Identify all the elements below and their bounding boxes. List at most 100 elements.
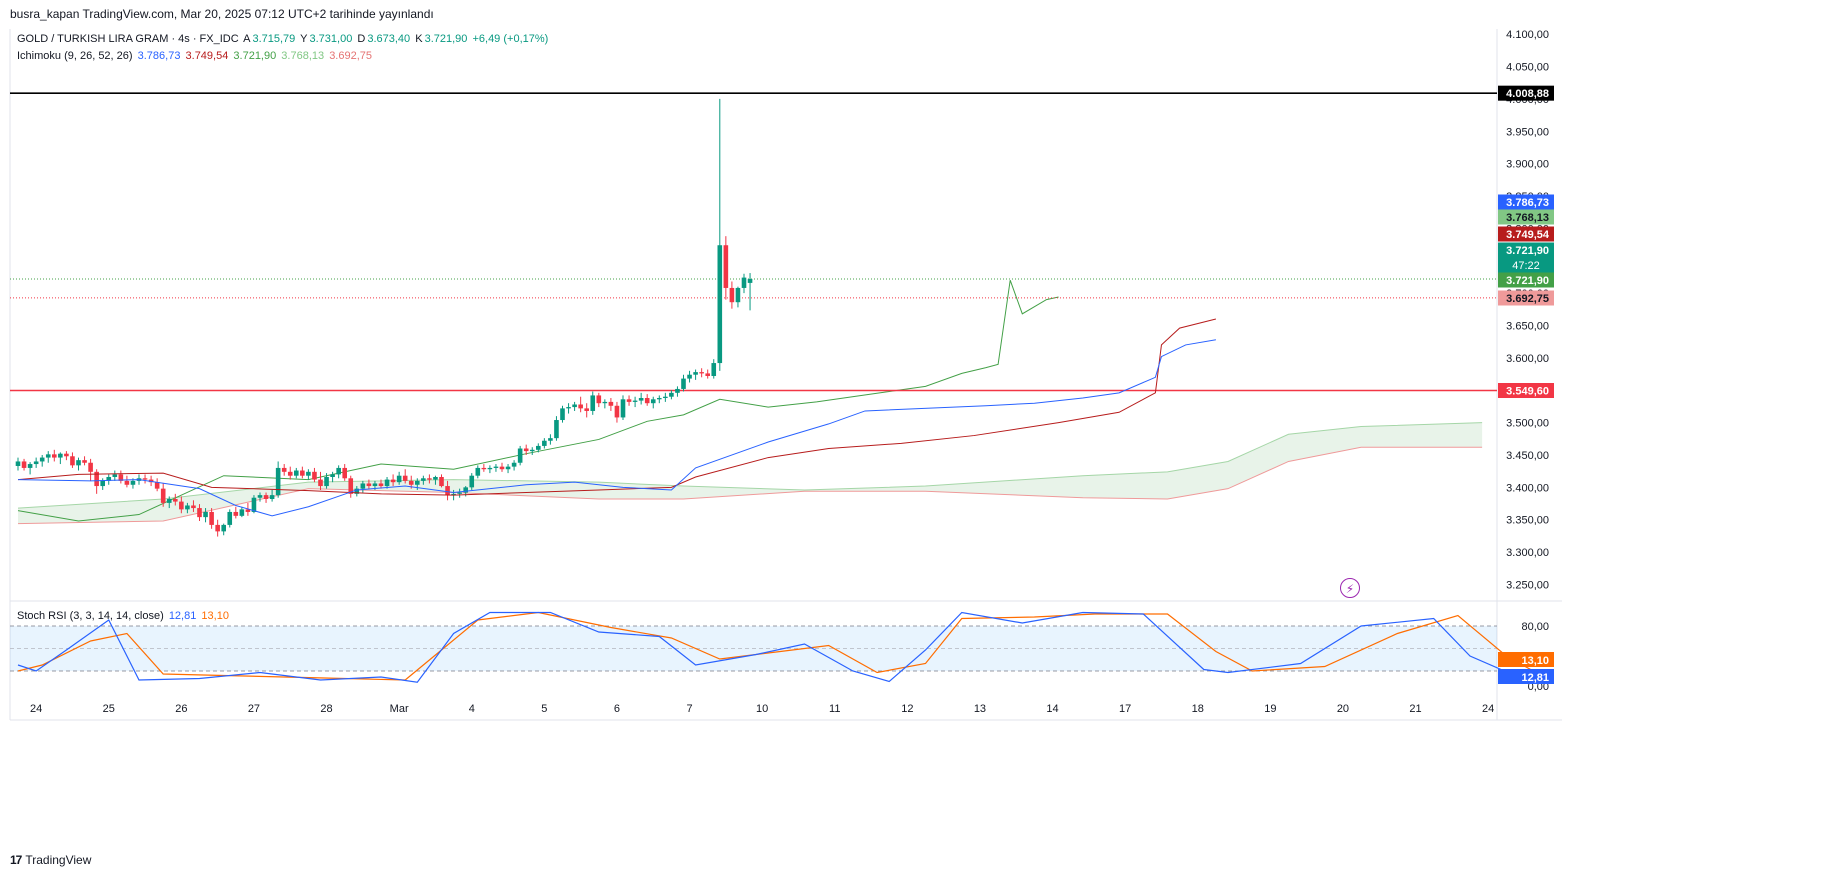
candle-body	[148, 479, 154, 483]
ichimoku-cloud-segment	[514, 480, 527, 496]
candle-body	[427, 478, 432, 480]
price-tick-label: 3.500,00	[1506, 418, 1549, 430]
price-tag-bg	[1498, 242, 1554, 273]
candle-body	[281, 467, 287, 472]
ichimoku-cloud-segment	[393, 480, 406, 492]
ichimoku-cloud-segment	[90, 502, 103, 523]
candle-body	[693, 372, 698, 375]
ichimoku-cloud-segment	[477, 480, 490, 495]
time-tick-label: 6	[614, 703, 620, 715]
ichimoku-cloud-segment	[1312, 430, 1325, 457]
ichimoku-cloud-segment	[1094, 474, 1107, 499]
candle-body	[173, 499, 178, 502]
time-tick-label: 27	[248, 703, 260, 715]
candle-body	[251, 497, 257, 512]
time-tick-label: 7	[686, 703, 692, 715]
candle-body	[451, 493, 456, 496]
ichimoku-cloud-segment	[768, 488, 781, 494]
candle-body	[596, 395, 602, 404]
ichimoku-cloud-segment	[1167, 469, 1180, 500]
ichimoku-cloud-segment	[1264, 439, 1277, 473]
candle-body	[300, 470, 305, 476]
ichimoku-cloud-segment	[66, 504, 79, 523]
ichimoku-cloud-segment	[1445, 423, 1458, 448]
ichimoku-cloud-segment	[163, 497, 176, 522]
ichimoku-cloud-segment	[54, 505, 67, 523]
time-tick-label: 19	[1264, 703, 1276, 715]
candle-body	[505, 466, 511, 470]
ichimoku-cloud-segment	[429, 479, 442, 493]
ichimoku-cloud-segment	[332, 481, 345, 490]
candle-body	[529, 449, 535, 452]
ichimoku-cloud-segment	[1022, 478, 1035, 496]
stoch-k-tag-bg	[1498, 669, 1554, 684]
ichimoku-cloud-segment	[901, 486, 914, 492]
stoch-k-tag: 12,81	[1521, 672, 1549, 684]
ichimoku-cloud-segment	[1143, 472, 1156, 499]
ichimoku-cloud-segment	[1276, 434, 1289, 467]
candle-body	[638, 398, 644, 401]
candle-body	[21, 461, 27, 468]
ichimoku-cloud-segment	[126, 500, 139, 522]
candle-body	[106, 476, 112, 481]
ichimoku-cloud-segment	[139, 499, 152, 522]
candle-body	[481, 467, 487, 470]
ichimoku-cloud-segment	[489, 480, 502, 495]
ichimoku-cloud-segment	[1433, 423, 1446, 448]
candle-body	[536, 445, 541, 450]
ichimoku-span-b-line	[17, 446, 1483, 525]
candle-body	[342, 467, 347, 479]
ichimoku-cloud-segment	[223, 490, 236, 508]
candle-body	[711, 363, 717, 377]
time-tick-label: 10	[756, 703, 768, 715]
candle-body	[160, 488, 166, 503]
price-tick-label: 3.450,00	[1506, 450, 1549, 462]
symbol-legend: GOLD / TURKISH LIRA GRAM · 4s · FX_IDC A…	[17, 33, 550, 45]
candle-body	[493, 466, 499, 468]
ohlc-low-label: D	[357, 33, 366, 45]
ichimoku-cloud-segment	[986, 481, 999, 495]
candle-body	[245, 509, 251, 512]
time-tick-label: 4	[469, 703, 475, 715]
price-tick-label: 4.100,00	[1506, 29, 1549, 41]
tradingview-logo-icon: 17	[10, 853, 22, 867]
candle-body	[130, 480, 136, 485]
ichimoku-cloud-segment	[961, 482, 974, 494]
bolt-icon[interactable]: ⚡	[1340, 578, 1360, 598]
level-label-black-bg	[1498, 85, 1554, 101]
candle-body	[372, 483, 378, 487]
price-tick-label: 3.950,00	[1506, 126, 1549, 138]
stoch-d-value: 13,10	[201, 610, 229, 622]
candle-body	[408, 480, 414, 485]
ichimoku-cloud-segment	[1070, 475, 1083, 498]
candle-body	[112, 474, 118, 477]
ichimoku-cloud-segment	[247, 487, 260, 503]
ichimoku-cloud-segment	[1155, 471, 1168, 500]
candle-body	[439, 476, 444, 487]
ichimoku-span-a-value: 3.768,13	[281, 50, 325, 62]
candle-body	[312, 471, 317, 480]
candle-body	[433, 476, 438, 480]
candle-body	[687, 374, 692, 379]
candle-body	[699, 372, 704, 374]
price-tick-label: 3.600,00	[1506, 353, 1549, 365]
ichimoku-legend: Ichimoku (9, 26, 52, 26) 3.786,73 3.749,…	[17, 50, 374, 62]
ichimoku-cloud-segment	[1119, 473, 1132, 499]
ichimoku-cloud-segment	[731, 487, 744, 496]
ohlc-high: 3.731,00	[309, 33, 353, 45]
candle-body	[45, 454, 51, 458]
ichimoku-cloud-segment	[937, 484, 950, 493]
candle-body	[675, 388, 680, 393]
ichimoku-cloud-segment	[526, 480, 539, 497]
ichimoku-cloud-segment	[610, 482, 623, 500]
candle-body	[608, 401, 614, 406]
ichimoku-cloud-segment	[695, 486, 708, 499]
candle-body	[275, 467, 281, 496]
ichimoku-conversion-value: 3.786,73	[137, 50, 181, 62]
candle-body	[584, 408, 589, 411]
ichimoku-cloud-segment	[199, 493, 212, 513]
tradingview-branding: 17 TradingView	[10, 853, 91, 867]
candle-body	[209, 511, 214, 525]
time-tick-label: 25	[103, 703, 115, 715]
